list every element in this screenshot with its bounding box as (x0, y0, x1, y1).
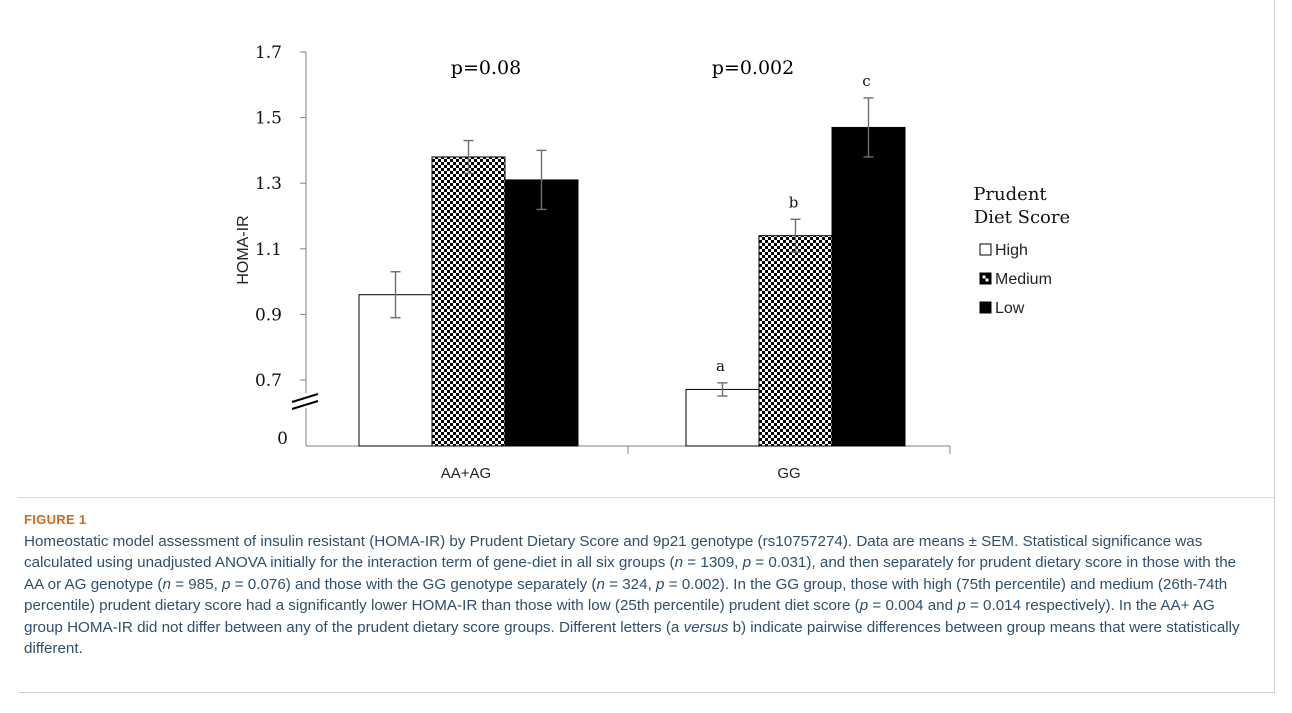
figure-caption: Homeostatic model assessment of insulin … (24, 533, 1240, 658)
bar-low-aa-ag (504, 179, 579, 447)
significance-letter: b (789, 193, 799, 211)
legend-label-low: Low (995, 300, 1025, 317)
legend-title: Diet Score (974, 207, 1070, 228)
significance-letter: a (716, 357, 725, 375)
p-value-annotation: p=0.08 (451, 57, 521, 79)
legend-title: Prudent (973, 184, 1047, 205)
significance-letter: c (862, 72, 870, 90)
legend-swatch-low (979, 301, 992, 314)
y-tick-label: 0 (277, 429, 288, 449)
x-category-label: AA+AG (441, 465, 491, 482)
legend-swatch-high (979, 243, 992, 256)
legend-swatch-dot (982, 275, 986, 279)
legend-swatch-dot (985, 278, 989, 282)
y-axis-label: HOMA-IR (235, 215, 252, 284)
figure-divider (18, 497, 1274, 498)
bar-medium-gg (758, 235, 833, 447)
figure-frame (18, 0, 1275, 693)
y-tick-label: 1.7 (255, 43, 282, 63)
x-category-label: GG (777, 465, 800, 482)
bar-chart: 1.7 1.5 1.3 1.1 0.9 0.7 0 HOMA-IR AA+AG p=0.08 a b c… (235, 43, 1070, 482)
p-value-annotation: p=0.002 (712, 57, 794, 79)
bar-high-gg (685, 388, 760, 447)
axis-break-mark (291, 393, 319, 403)
figure-label: FIGURE 1 (24, 512, 87, 527)
y-tick-label: 0.9 (255, 305, 282, 325)
legend-label-medium: Medium (995, 271, 1052, 288)
bar-high-aa-ag (358, 294, 433, 447)
y-tick-label: 1.3 (255, 174, 282, 194)
y-tick-label: 1.5 (255, 109, 282, 129)
y-tick-label: 0.7 (255, 371, 282, 391)
bar-medium-aa-ag (431, 156, 506, 447)
y-tick-label: 1.1 (255, 240, 282, 260)
axis-break-mark (291, 400, 319, 410)
bar-low-gg (831, 126, 906, 447)
legend-label-high: High (995, 242, 1028, 259)
